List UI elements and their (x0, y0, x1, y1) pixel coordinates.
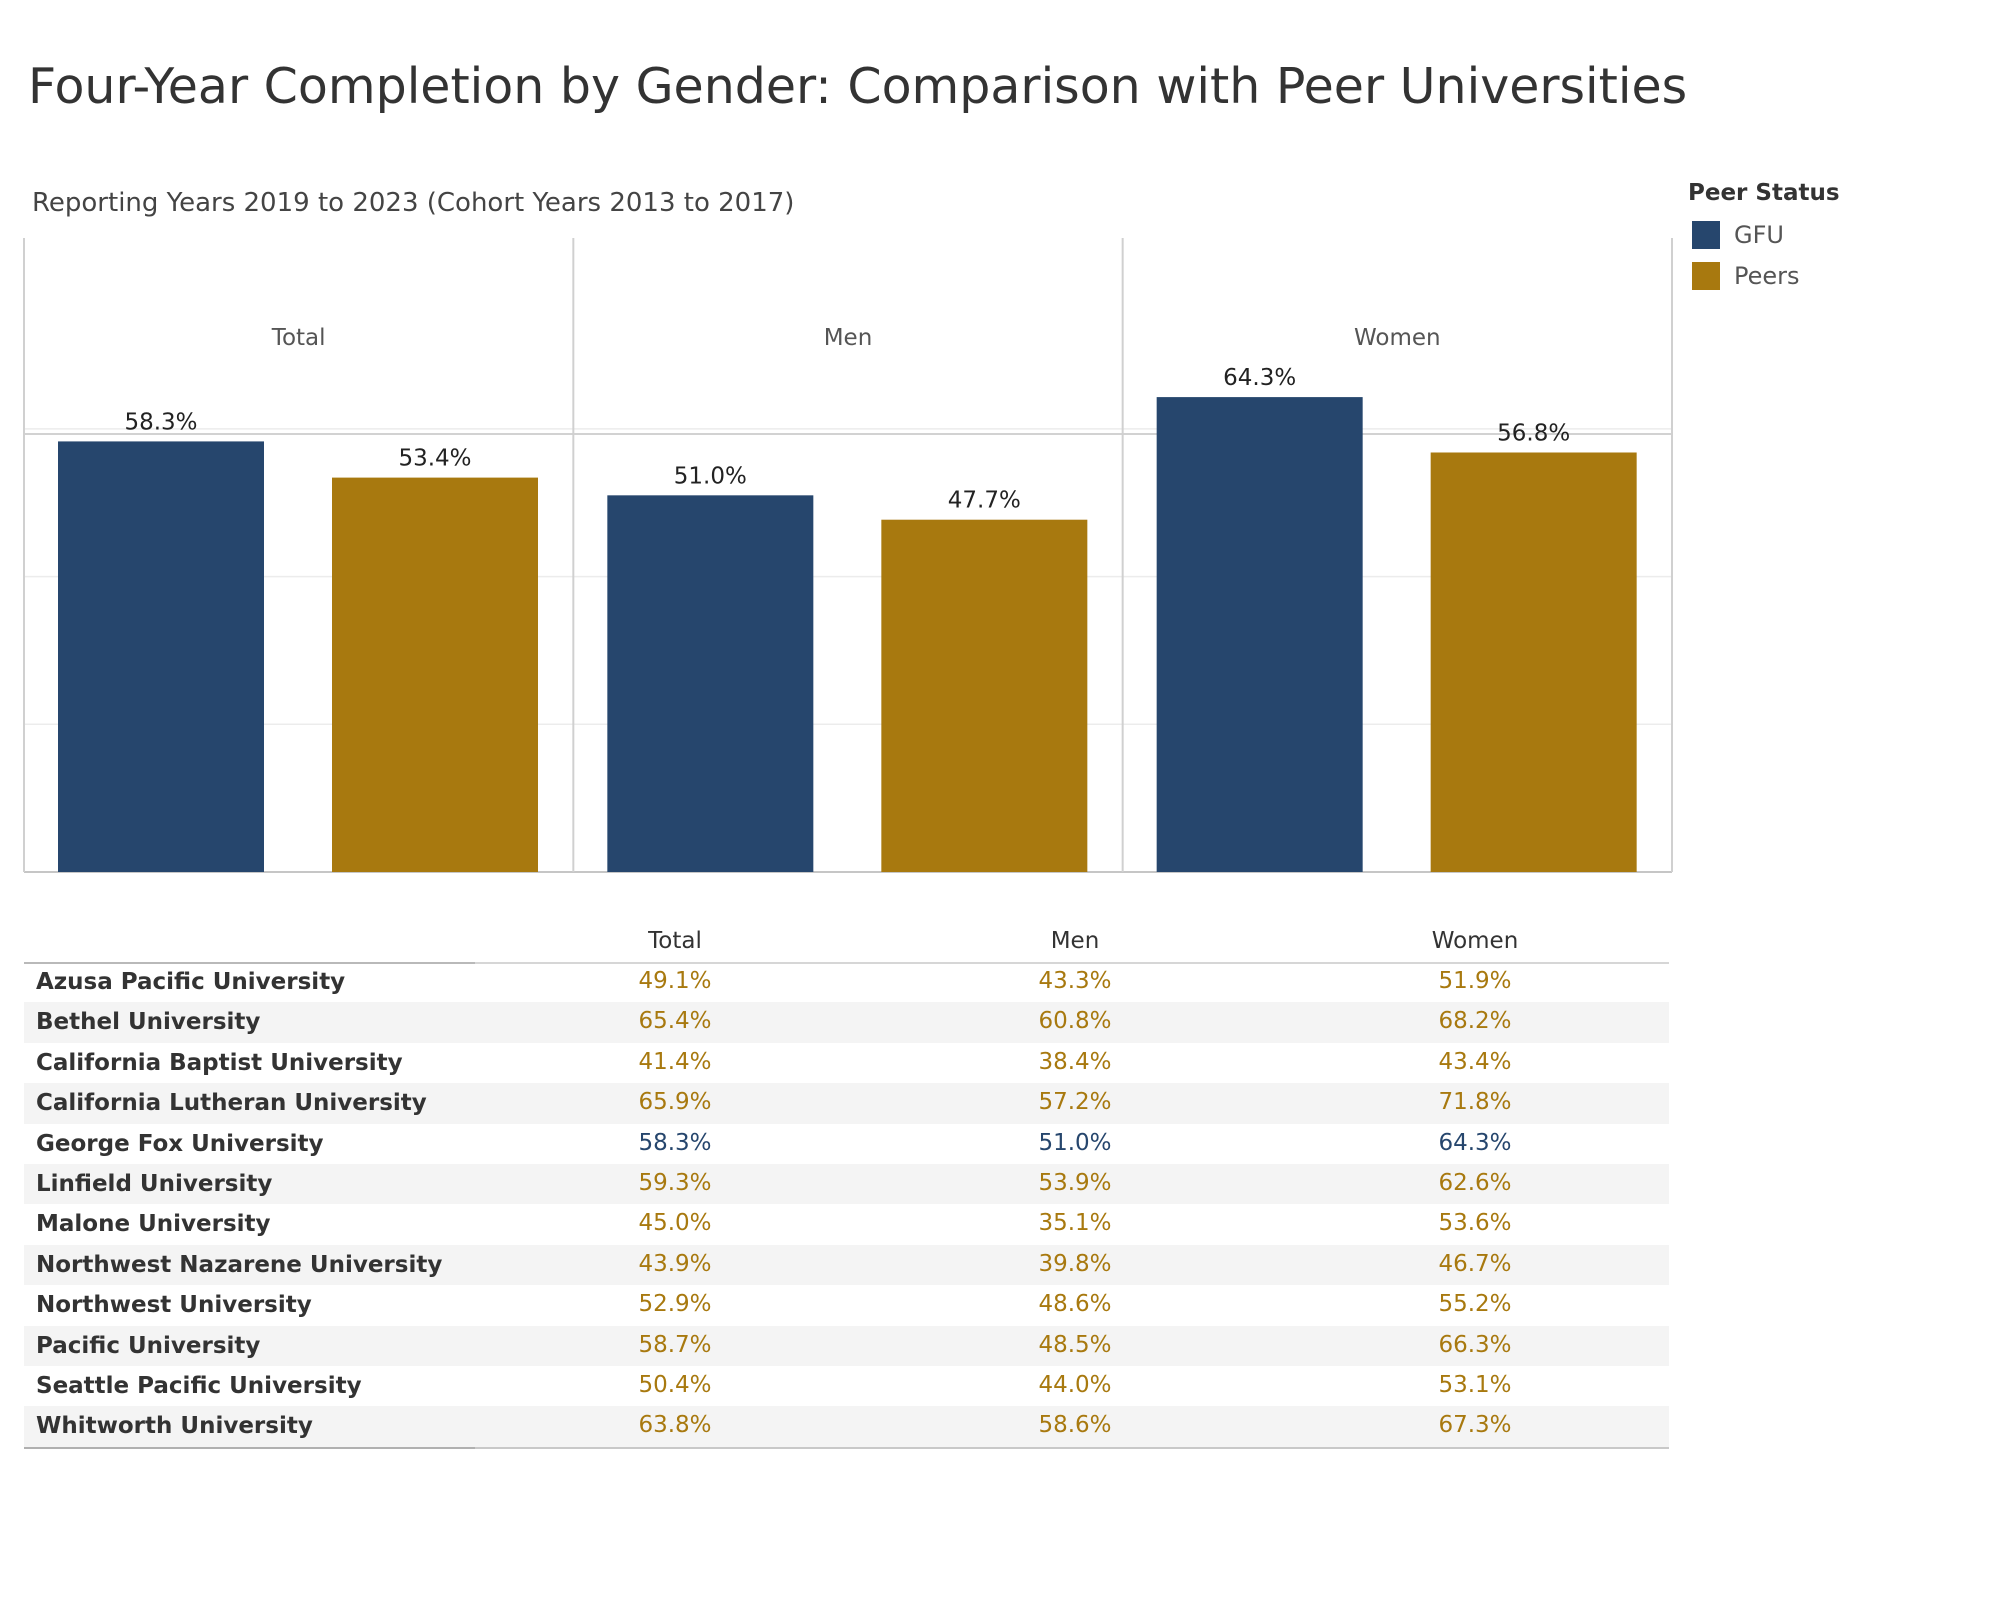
university-name: Malone University (36, 1211, 271, 1238)
university-name: Bethel University (36, 1009, 261, 1036)
cell-men: 38.4% (1038, 1048, 1112, 1075)
table-bottom-border-left (24, 1446, 475, 1449)
cell-men: 51.0% (1038, 1129, 1112, 1156)
cell-total: 52.9% (638, 1291, 712, 1318)
legend-item-gfu[interactable]: GFU (1688, 214, 1840, 255)
cell-total: 63.8% (638, 1412, 712, 1439)
cell-women: 53.1% (1438, 1371, 1512, 1398)
column-header-total: Total (648, 928, 702, 954)
header-divider (24, 962, 1669, 964)
university-name: Northwest University (36, 1292, 312, 1319)
cell-men: 39.8% (1038, 1250, 1112, 1277)
cell-women: 55.2% (1438, 1291, 1512, 1318)
panel-header-women: Women (1354, 325, 1441, 351)
university-name: Whitworth University (36, 1413, 313, 1440)
table-row: California Lutheran University 65.9% 57.2%… (24, 1083, 1669, 1124)
cell-total: 59.3% (638, 1169, 712, 1196)
table-row: Azusa Pacific University 49.1% 43.3% 51.9% (24, 962, 1669, 1002)
completion-table: Total Men Women Azusa Pacific University… (24, 920, 1669, 1451)
table-row: Northwest Nazarene University 43.9% 39.8% 4… (24, 1244, 1669, 1286)
university-name: Pacific University (36, 1332, 261, 1359)
cell-men: 58.6% (1038, 1412, 1112, 1439)
cell-women: 46.7% (1438, 1250, 1512, 1277)
data-label-gfu-women: 64.3% (1223, 365, 1296, 391)
cell-men: 53.9% (1038, 1169, 1112, 1196)
cell-men: 44.0% (1038, 1371, 1112, 1398)
university-name: Seattle Pacific University (36, 1372, 362, 1399)
legend-swatch-peers (1692, 261, 1720, 290)
cell-women: 68.2% (1438, 1008, 1512, 1035)
cell-total: 50.4% (638, 1371, 712, 1398)
header-divider-left (24, 962, 475, 964)
legend-item-peers[interactable]: Peers (1688, 255, 1840, 296)
table-row: Bethel University 65.4% 60.8% 68.2% (24, 1002, 1669, 1043)
table-row: Linfield University 59.3% 53.9% 62.6% (24, 1163, 1669, 1205)
cell-women: 67.3% (1438, 1412, 1512, 1439)
bar-gfu-total (58, 441, 264, 872)
column-header-women: Women (1431, 928, 1519, 954)
table-row: George Fox University 58.3% 51.0% 64.3% (24, 1124, 1669, 1164)
cell-women: 51.9% (1438, 968, 1512, 994)
table-header: Total Men Women (24, 920, 1669, 964)
table-row: California Baptist University 41.4% 38.4% 4… (24, 1043, 1669, 1083)
cell-total: 45.0% (638, 1210, 712, 1237)
column-header-men: Men (1050, 928, 1100, 954)
cell-women: 66.3% (1438, 1331, 1512, 1358)
data-label-gfu-total: 58.3% (124, 409, 197, 435)
cell-total: 49.1% (638, 968, 712, 994)
bar-gfu-women (1156, 397, 1363, 872)
legend-label-gfu: GFU (1734, 220, 1784, 249)
table-row: Malone University 45.0% 35.1% 53.6% (24, 1204, 1669, 1244)
legend-swatch-gfu (1692, 220, 1720, 249)
legend-title: Peer Status (1688, 180, 1840, 206)
table-row: Seattle Pacific University 50.4% 44.0% 53.1… (24, 1366, 1669, 1406)
cell-total: 65.4% (638, 1008, 712, 1035)
cell-men: 57.2% (1038, 1089, 1112, 1116)
cell-women: 53.6% (1438, 1210, 1512, 1237)
cell-total: 58.3% (638, 1129, 712, 1156)
cell-men: 43.3% (1038, 968, 1112, 994)
data-label-gfu-men: 51.0% (674, 463, 747, 489)
cell-women: 64.3% (1438, 1129, 1512, 1156)
bar-peers-total (332, 477, 538, 872)
panel-header-total: Total (271, 325, 326, 351)
cell-men: 48.6% (1038, 1291, 1112, 1318)
bar-gfu-men (607, 495, 814, 872)
legend-label-peers: Peers (1734, 261, 1800, 290)
table-row: Whitworth University 63.8% 58.6% 67.3% (24, 1406, 1669, 1447)
panel-header-men: Men (824, 325, 873, 351)
cell-women: 43.4% (1438, 1048, 1512, 1075)
university-name: California Lutheran University (36, 1090, 427, 1117)
table-bottom-border (24, 1446, 1669, 1449)
university-name: California Baptist University (36, 1049, 403, 1076)
table-row: Pacific University 58.7% 48.5% 66.3% (24, 1325, 1669, 1366)
cell-men: 60.8% (1038, 1008, 1112, 1035)
bar-peers-women (1430, 452, 1637, 872)
cell-total: 65.9% (638, 1089, 712, 1116)
cell-women: 62.6% (1438, 1169, 1512, 1196)
university-name: George Fox University (36, 1130, 324, 1157)
bar-chart: Total Men Women 58.3% 53.4% 51.0% 47.7% 64.3% 56… (23, 238, 1673, 873)
cell-total: 43.9% (638, 1250, 712, 1277)
bar-peers-men (881, 519, 1088, 872)
page-title: Four-Year Completion by Gender: Comparis… (28, 58, 1688, 115)
chart-subtitle: Reporting Years 2019 to 2023 (Cohort Yea… (32, 188, 795, 218)
cell-total: 58.7% (638, 1331, 712, 1358)
table-row: Northwest University 52.9% 48.6% 55.2% (24, 1285, 1669, 1325)
university-name: Linfield University (36, 1170, 273, 1197)
university-name: Azusa Pacific University (36, 969, 346, 995)
legend: Peer Status GFU Peers (1688, 180, 1840, 296)
cell-men: 35.1% (1038, 1210, 1112, 1237)
data-label-peers-women: 56.8% (1497, 420, 1570, 446)
cell-women: 71.8% (1438, 1089, 1512, 1116)
table-body: Azusa Pacific University 49.1% 43.3% 51.9% B… (24, 962, 1669, 1447)
data-label-peers-men: 47.7% (948, 488, 1021, 514)
cell-men: 48.5% (1038, 1331, 1112, 1358)
cell-total: 41.4% (638, 1048, 712, 1075)
university-name: Northwest Nazarene University (36, 1251, 443, 1278)
data-label-peers-total: 53.4% (398, 446, 471, 472)
